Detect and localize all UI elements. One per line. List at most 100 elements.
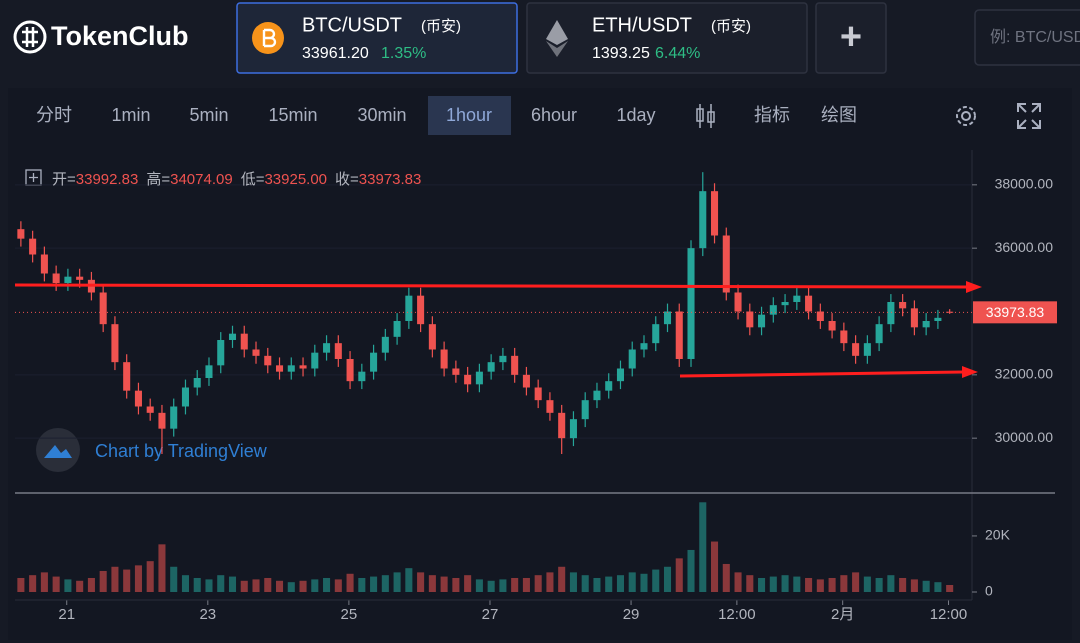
candle-body xyxy=(781,302,789,306)
interval-button[interactable]: 5min xyxy=(189,105,228,125)
volume-bar xyxy=(228,576,237,592)
volume-bar xyxy=(687,549,695,592)
volume-bar xyxy=(522,577,530,592)
candle-body xyxy=(299,365,307,369)
fullscreen-icon[interactable] xyxy=(1017,103,1041,129)
interval-button[interactable]: 分时 xyxy=(36,105,72,125)
candle-body xyxy=(605,381,613,391)
y-tick-label: 32000.00 xyxy=(995,366,1054,382)
volume-bar xyxy=(499,579,507,592)
candle-body xyxy=(769,305,777,315)
candle-body xyxy=(370,352,378,372)
tool-button[interactable]: 指标 xyxy=(754,105,790,125)
volume-bar xyxy=(17,577,25,592)
candle-icon[interactable] xyxy=(696,104,715,128)
volume-bar xyxy=(311,579,319,592)
logo-glyph xyxy=(22,27,38,47)
volume-bar xyxy=(264,577,272,592)
volume-bar xyxy=(699,502,707,592)
settings-icon[interactable] xyxy=(956,106,976,126)
candle-body xyxy=(464,374,472,385)
volume-bar xyxy=(181,575,189,592)
volume-bar xyxy=(558,566,566,592)
search-box[interactable]: 例: BTC/USDT xyxy=(974,9,1080,66)
candle-body xyxy=(181,387,189,407)
btc-glyph xyxy=(262,28,277,48)
volume-bar xyxy=(946,584,954,592)
volume-bar xyxy=(546,572,554,592)
volume-bar xyxy=(711,541,719,592)
candle-body xyxy=(899,302,907,309)
tool-button[interactable]: 绘图 xyxy=(821,105,857,125)
interval-button[interactable]: 1min xyxy=(111,105,150,125)
candle-body xyxy=(887,302,895,325)
candle-body xyxy=(581,400,589,420)
tab-eth[interactable]: ETH/USDT (币安) 1393.25 6.44% xyxy=(526,2,808,74)
eth-icon-base xyxy=(546,41,568,57)
add-button[interactable]: + xyxy=(815,2,887,74)
volume-bar xyxy=(64,579,72,592)
candle-body xyxy=(687,248,695,359)
candle-body xyxy=(934,317,942,321)
ohlc-legend: 开=33992.83 高=34074.09 低=33925.00 收=33973.83 xyxy=(52,171,421,188)
tab-price: 33961.20 xyxy=(302,45,369,62)
candle-body xyxy=(40,254,48,274)
volume-bar xyxy=(76,580,84,592)
tab-btc[interactable]: BTC/USDT (币安) 33961.20 1.35% xyxy=(236,2,518,74)
candle-body xyxy=(440,349,448,369)
volume-bar xyxy=(769,576,777,592)
candle-body xyxy=(758,314,766,328)
volume-bar xyxy=(299,580,307,592)
interval-button[interactable]: 1day xyxy=(616,105,655,125)
candle-body xyxy=(910,308,918,328)
volume-bar xyxy=(852,572,860,592)
search-input xyxy=(974,9,1080,66)
interval-button[interactable]: 1hour xyxy=(446,105,492,125)
candle-body xyxy=(240,333,248,350)
volume-bar xyxy=(675,558,683,592)
eth-icon xyxy=(546,20,568,45)
tab-pair: ETH/USDT xyxy=(592,14,692,36)
volume-bar xyxy=(922,580,930,592)
volume-bar xyxy=(99,570,107,592)
volume-bar xyxy=(628,572,636,592)
candle-body xyxy=(76,276,84,280)
volume-bar xyxy=(323,577,331,592)
volume-bar xyxy=(170,566,178,592)
annotation-arrow xyxy=(962,366,978,378)
volume-bar xyxy=(370,576,378,592)
interval-button[interactable]: 30min xyxy=(357,105,406,125)
tab-pair: BTC/USDT xyxy=(302,14,402,36)
candle-body xyxy=(616,368,624,382)
volume-bar xyxy=(334,579,342,592)
candle-body xyxy=(417,295,425,325)
volume-bar xyxy=(87,577,95,592)
candle-body xyxy=(663,311,672,325)
annotation-line xyxy=(14,283,969,289)
candle-body xyxy=(170,406,178,429)
interval-selected xyxy=(428,96,511,135)
candle-body xyxy=(393,321,401,337)
candle-body xyxy=(628,349,636,369)
volume-bar xyxy=(52,576,60,592)
interval-button[interactable]: 15min xyxy=(268,105,317,125)
volume-bar xyxy=(205,579,213,592)
logo[interactable]: TokenClub xyxy=(13,20,189,54)
volume-bar xyxy=(663,566,672,592)
candle-body xyxy=(499,355,507,363)
candle-body xyxy=(805,295,813,312)
volume-bar xyxy=(816,579,824,592)
volume-bar xyxy=(758,577,766,592)
volume-bar xyxy=(158,544,166,592)
interval-button[interactable]: 6hour xyxy=(531,105,577,125)
candle-body xyxy=(123,362,131,391)
annotation xyxy=(14,281,982,378)
plot: 30000.00 32000.00 36000.00 38000.00 0 20K 21 23… xyxy=(15,150,1057,623)
volume-bar xyxy=(440,576,448,592)
volume-bar xyxy=(875,577,883,592)
volume-bar xyxy=(193,577,201,592)
volume-bar xyxy=(134,565,142,592)
candle-body xyxy=(863,343,871,356)
volume-bar xyxy=(452,577,460,592)
